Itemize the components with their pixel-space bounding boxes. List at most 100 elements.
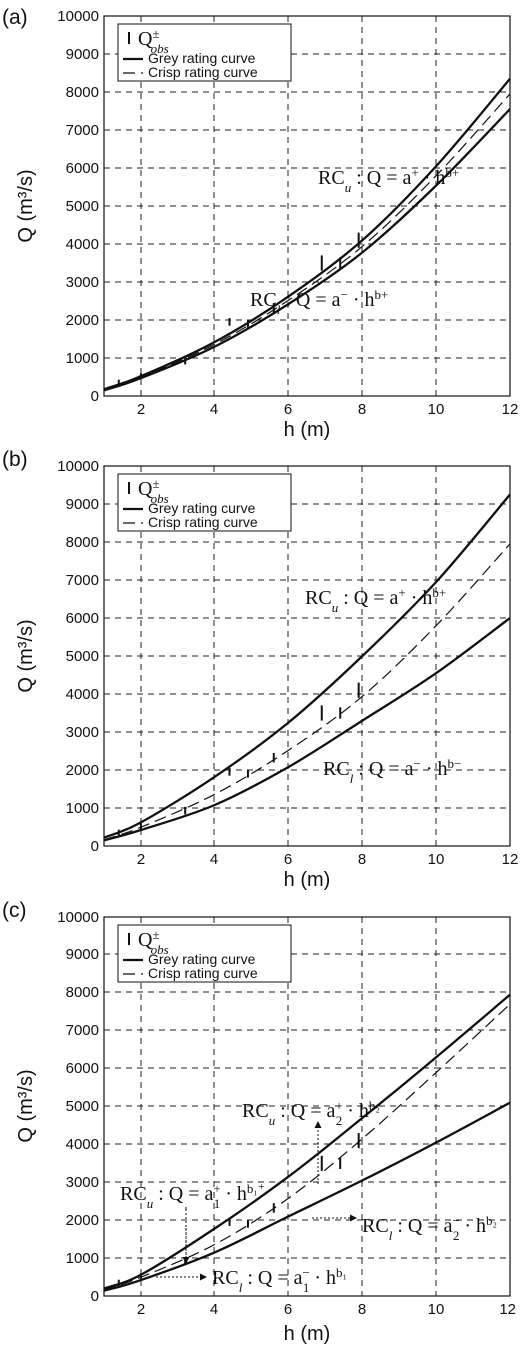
x-axis-label: h (m): [284, 1323, 331, 1345]
x-tick-label: 10: [428, 1301, 445, 1318]
grey-rating-curve-lower: [103, 108, 511, 392]
observation-bars: [117, 232, 360, 386]
x-tick-label: 12: [499, 1301, 516, 1318]
x-tick-label: 4: [210, 851, 218, 868]
y-tick-label: 6000: [66, 610, 99, 627]
x-tick-label: 6: [284, 1301, 292, 1318]
crisp-rating-curve: [103, 543, 511, 841]
y-tick-label: 1000: [66, 800, 99, 817]
grey-rating-curve-lower: [103, 1101, 511, 1292]
panel-a-label: (a): [2, 6, 28, 29]
annotation-rc-upper-2: RCu : Q = a+ 2 · hb₂: [242, 1098, 380, 1128]
x-tick-label: 2: [137, 401, 145, 418]
panel-c-x-ticks: 2 4 6 8 10 12: [137, 1301, 516, 1318]
y-tick-label: 5000: [66, 1098, 99, 1115]
panel-b-x-ticks: 2 4 6 8 10 12: [137, 851, 519, 868]
panel-c: (c) 0 1000 2000 3000 4000 5000 6000: [2, 899, 516, 1345]
y-tick-label: 2000: [66, 312, 99, 329]
annotation-rc-upper: RCu : Q = a+ · hb+: [305, 585, 446, 615]
grey-rating-curve-lower: [103, 617, 511, 842]
y-tick-label: 9000: [66, 46, 99, 63]
y-tick-label: 9000: [66, 946, 99, 963]
panel-a-series: [103, 77, 511, 392]
y-axis-label: Q (m³/s): [15, 169, 37, 242]
x-tick-label: 4: [210, 1301, 218, 1318]
y-tick-label: 0: [91, 388, 99, 405]
panel-b-frame: [103, 465, 511, 847]
y-tick-label: 0: [91, 1288, 99, 1305]
y-axis-label: Q (m³/s): [15, 619, 37, 692]
y-tick-label: 8000: [66, 534, 99, 551]
annotation-rc-upper: RCu : Q = a+ · hb+: [318, 165, 459, 195]
y-tick-label: 0: [91, 838, 99, 855]
annotation-rc-lower: RCl : Q = a− · hb−: [323, 756, 461, 786]
y-tick-label: 10000: [57, 909, 99, 926]
x-tick-label: 4: [210, 401, 218, 418]
annotation-rc-lower-1: RCl : Q = a− 1 · hb₁: [212, 1265, 347, 1295]
crisp-rating-curve: [103, 93, 511, 391]
legend-grey-label: Grey rating curve: [148, 50, 256, 66]
observation-bars: [117, 1133, 360, 1286]
y-tick-label: 7000: [66, 572, 99, 589]
y-tick-label: 1000: [66, 1250, 99, 1267]
x-tick-label: 10: [428, 851, 445, 868]
y-tick-label: 3000: [66, 724, 99, 741]
y-tick-label: 3000: [66, 1174, 99, 1191]
panel-a: (a) 0 1000 2000 3000 4000 5000 6000: [2, 6, 518, 441]
panel-c-frame: [103, 916, 511, 1297]
panel-b-series: [103, 493, 511, 842]
panel-a-grid: [104, 16, 510, 396]
x-tick-label: 8: [358, 851, 366, 868]
legend-grey-label: Grey rating curve: [148, 500, 256, 516]
y-tick-label: 6000: [66, 1060, 99, 1077]
y-tick-label: 4000: [66, 1136, 99, 1153]
y-tick-label: 10000: [57, 458, 99, 475]
x-axis-label: h (m): [284, 419, 331, 441]
grey-rating-curve-upper: [103, 993, 511, 1290]
y-tick-label: 4000: [66, 236, 99, 253]
y-axis-label: Q (m³/s): [15, 1069, 37, 1142]
panel-a-frame: [103, 15, 511, 397]
y-tick-label: 5000: [66, 198, 99, 215]
legend-crisp-label: Crisp rating curve: [148, 965, 258, 981]
panel-a-y-ticks: 0 1000 2000 3000 4000 5000 6000 7000 800…: [57, 8, 99, 405]
y-tick-label: 7000: [66, 1022, 99, 1039]
panel-a-x-ticks: 2 4 6 8 10 12: [137, 401, 519, 418]
x-tick-label: 12: [502, 851, 519, 868]
panel-c-y-ticks: 0 1000 2000 3000 4000 5000 6000 7000 800…: [57, 909, 99, 1305]
panel-a-legend: Q± obs Grey rating curve Crisp rating cur…: [117, 23, 292, 82]
x-tick-label: 2: [137, 1301, 145, 1318]
grey-rating-curve-upper: [103, 493, 511, 839]
x-tick-label: 6: [284, 401, 292, 418]
y-tick-label: 2000: [66, 1212, 99, 1229]
panel-b-legend: Q± obs Grey rating curve Crisp rating cur…: [117, 473, 292, 532]
y-tick-label: 5000: [66, 648, 99, 665]
y-tick-label: 9000: [66, 496, 99, 513]
panel-c-series: [103, 993, 511, 1292]
annotation-arrows: [156, 1121, 357, 1281]
y-tick-label: 4000: [66, 686, 99, 703]
panel-b-y-ticks: 0 1000 2000 3000 4000 5000 6000 7000 800…: [57, 458, 99, 855]
legend-crisp-label: Crisp rating curve: [148, 64, 258, 80]
y-tick-label: 10000: [57, 8, 99, 25]
x-tick-label: 10: [428, 401, 445, 418]
legend-crisp-label: Crisp rating curve: [148, 514, 258, 530]
y-tick-label: 8000: [66, 984, 99, 1001]
panel-c-label: (c): [2, 899, 27, 922]
y-tick-label: 3000: [66, 274, 99, 291]
panel-b: (b) 0 1000 2000 3000 4000 5000 6000: [2, 448, 518, 891]
y-tick-label: 6000: [66, 160, 99, 177]
x-axis-label: h (m): [284, 869, 331, 891]
legend-grey-label: Grey rating curve: [148, 951, 256, 967]
annotation-rc-upper-1: RCu : Q = a+ 1 · hb₁⁺: [120, 1181, 265, 1211]
observation-bars: [117, 682, 360, 836]
y-tick-label: 7000: [66, 122, 99, 139]
grey-rating-curve-upper: [103, 77, 511, 391]
annotation-rc-lower-2: RCl : Q = a− 2 · hb₂: [362, 1213, 497, 1243]
x-tick-label: 8: [358, 1301, 366, 1318]
y-tick-label: 8000: [66, 84, 99, 101]
y-tick-label: 1000: [66, 350, 99, 367]
y-tick-label: 2000: [66, 762, 99, 779]
panel-c-legend: Q± obs Grey rating curve Crisp rating cur…: [117, 924, 292, 983]
